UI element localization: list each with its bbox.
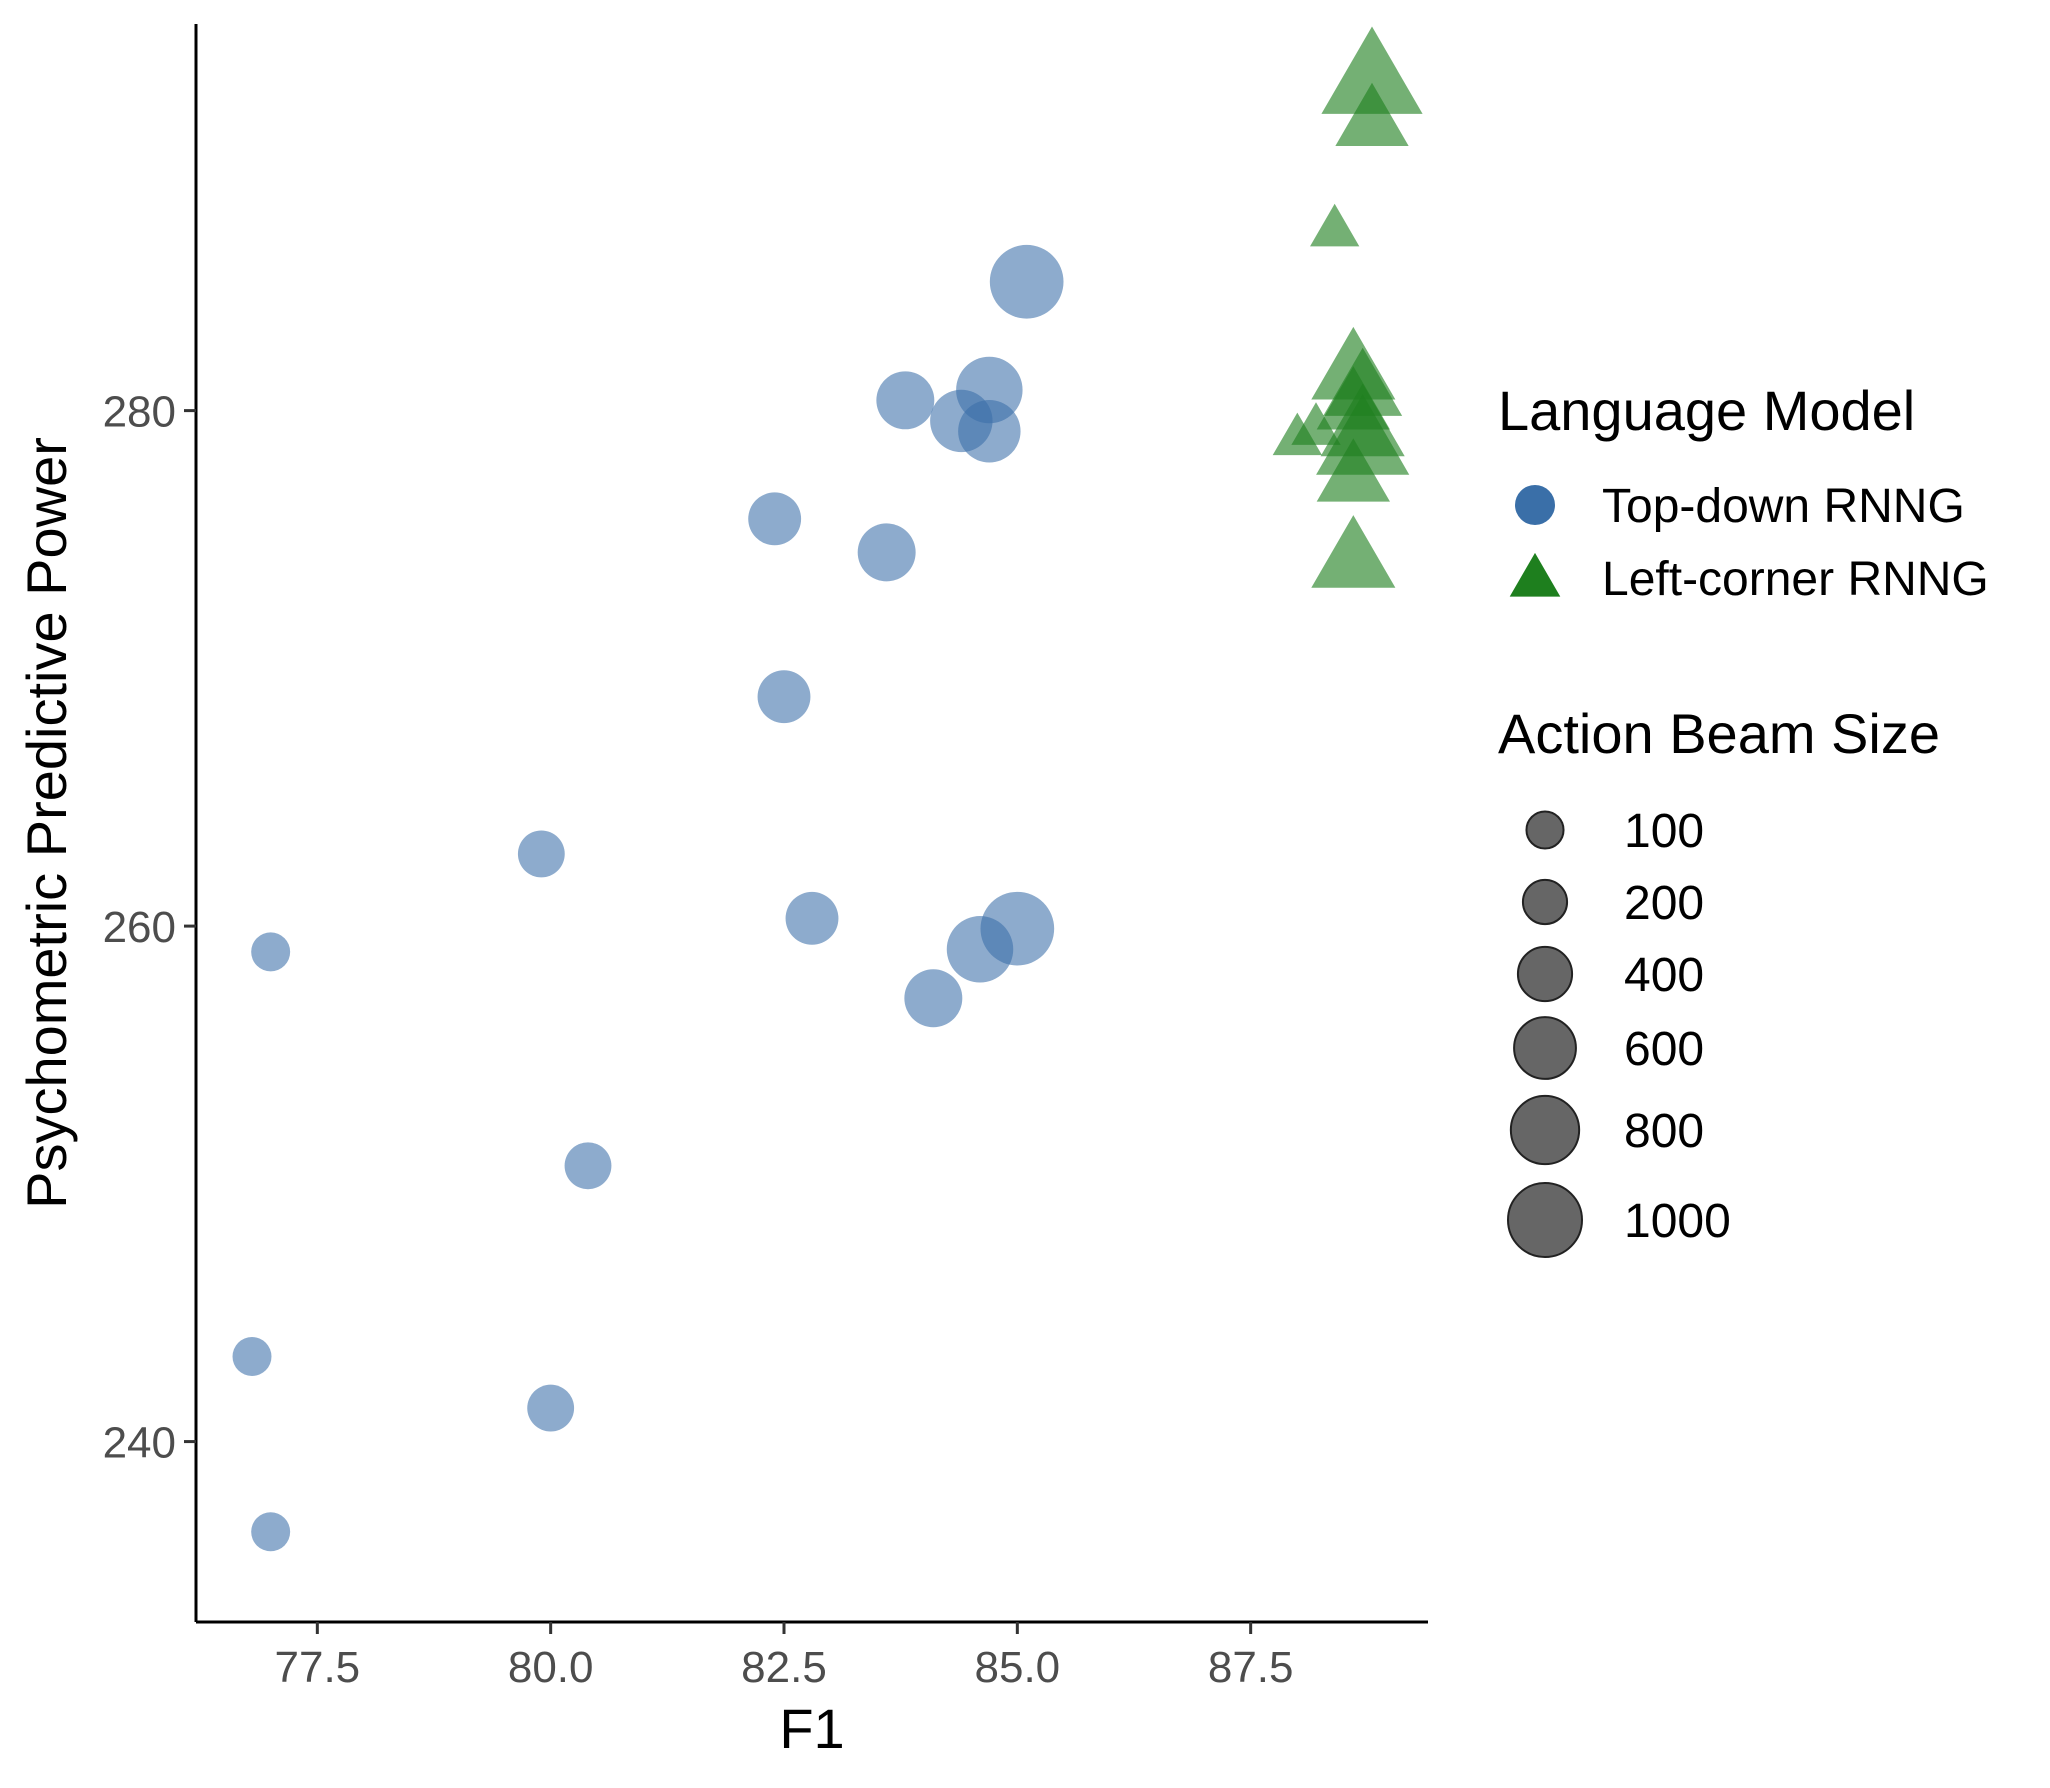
y-tick-label: 240: [103, 1419, 176, 1468]
y-tick-label: 280: [103, 388, 176, 437]
size-legend-circle: [1525, 810, 1565, 850]
size-legend-label: 800: [1624, 1105, 1704, 1158]
top-down-point-10: [876, 371, 935, 430]
left-corner-point-2: [1310, 203, 1360, 247]
size-legend-circle: [1509, 1094, 1581, 1166]
left-corner-point-8: [1316, 438, 1390, 502]
legend-sizes: 100 200 400 600 800 1000: [1507, 805, 1731, 1258]
left-corner-point-7: [1316, 394, 1410, 475]
x-tick-label: 82.5: [741, 1643, 827, 1692]
left-corner-point-1: [1321, 26, 1423, 114]
top-down-point-9: [857, 523, 916, 582]
size-legend-label: 100: [1624, 805, 1704, 858]
left-corner-legend-key: [1509, 552, 1561, 597]
top-down-point-2: [251, 932, 291, 972]
top-down-point-3: [527, 1384, 575, 1432]
x-tick-label: 80.0: [508, 1643, 594, 1692]
top-down-point-4: [564, 1142, 612, 1190]
size-legend-circle: [1507, 1182, 1583, 1258]
top-down-point-1: [232, 1337, 272, 1377]
legend-color-title: Language Model: [1498, 379, 1915, 442]
x-tick-label: 85.0: [975, 1643, 1061, 1692]
x-axis-label: F1: [779, 1697, 844, 1760]
size-legend-label: 400: [1624, 949, 1704, 1002]
top-down-point-6: [757, 670, 811, 724]
size-legend-label: 1000: [1624, 1195, 1731, 1248]
top-down-legend-key: [1515, 485, 1555, 525]
legend-size-title: Action Beam Size: [1498, 702, 1940, 765]
y-axis-label: Psychometric Predictive Power: [15, 437, 78, 1209]
size-legend-label: 600: [1624, 1023, 1704, 1076]
top-down-point-17: [989, 244, 1064, 319]
legend: Language Model Top-down RNNG Left-corner …: [1498, 379, 1989, 1258]
x-tick-label: 77.5: [275, 1643, 361, 1692]
size-legend-label: 200: [1624, 877, 1704, 930]
size-legend-circle: [1513, 1016, 1577, 1080]
axes-layer: [194, 24, 1428, 1624]
y-tick-label: 260: [103, 903, 176, 952]
size-legend-circle: [1521, 878, 1569, 926]
top-down-point-15: [958, 400, 1021, 463]
left-corner-point-0: [1335, 82, 1409, 146]
x-ticks: 77.5 80.0 82.5 85.0 87.5: [275, 1622, 1294, 1692]
top-down-point-11: [904, 969, 963, 1028]
left-corner-point-11: [1291, 402, 1341, 445]
legend-series: Top-down RNNG Left-corner RNNG: [1509, 480, 1989, 606]
top-down-point-7: [748, 492, 802, 546]
x-tick-label: 87.5: [1208, 1643, 1294, 1692]
top-down-point-8: [785, 891, 839, 945]
top-down-point-16: [980, 891, 1055, 966]
top-down-point-0: [251, 1512, 291, 1552]
size-legend-circle: [1516, 945, 1574, 1003]
legend-series-label: Top-down RNNG: [1602, 480, 1965, 533]
left-corner-point-9: [1311, 515, 1396, 588]
legend-series-label: Left-corner RNNG: [1602, 553, 1989, 606]
top-down-point-5: [517, 830, 565, 878]
points-layer: [232, 26, 1423, 1552]
y-ticks: 240 260 280: [103, 388, 196, 1468]
